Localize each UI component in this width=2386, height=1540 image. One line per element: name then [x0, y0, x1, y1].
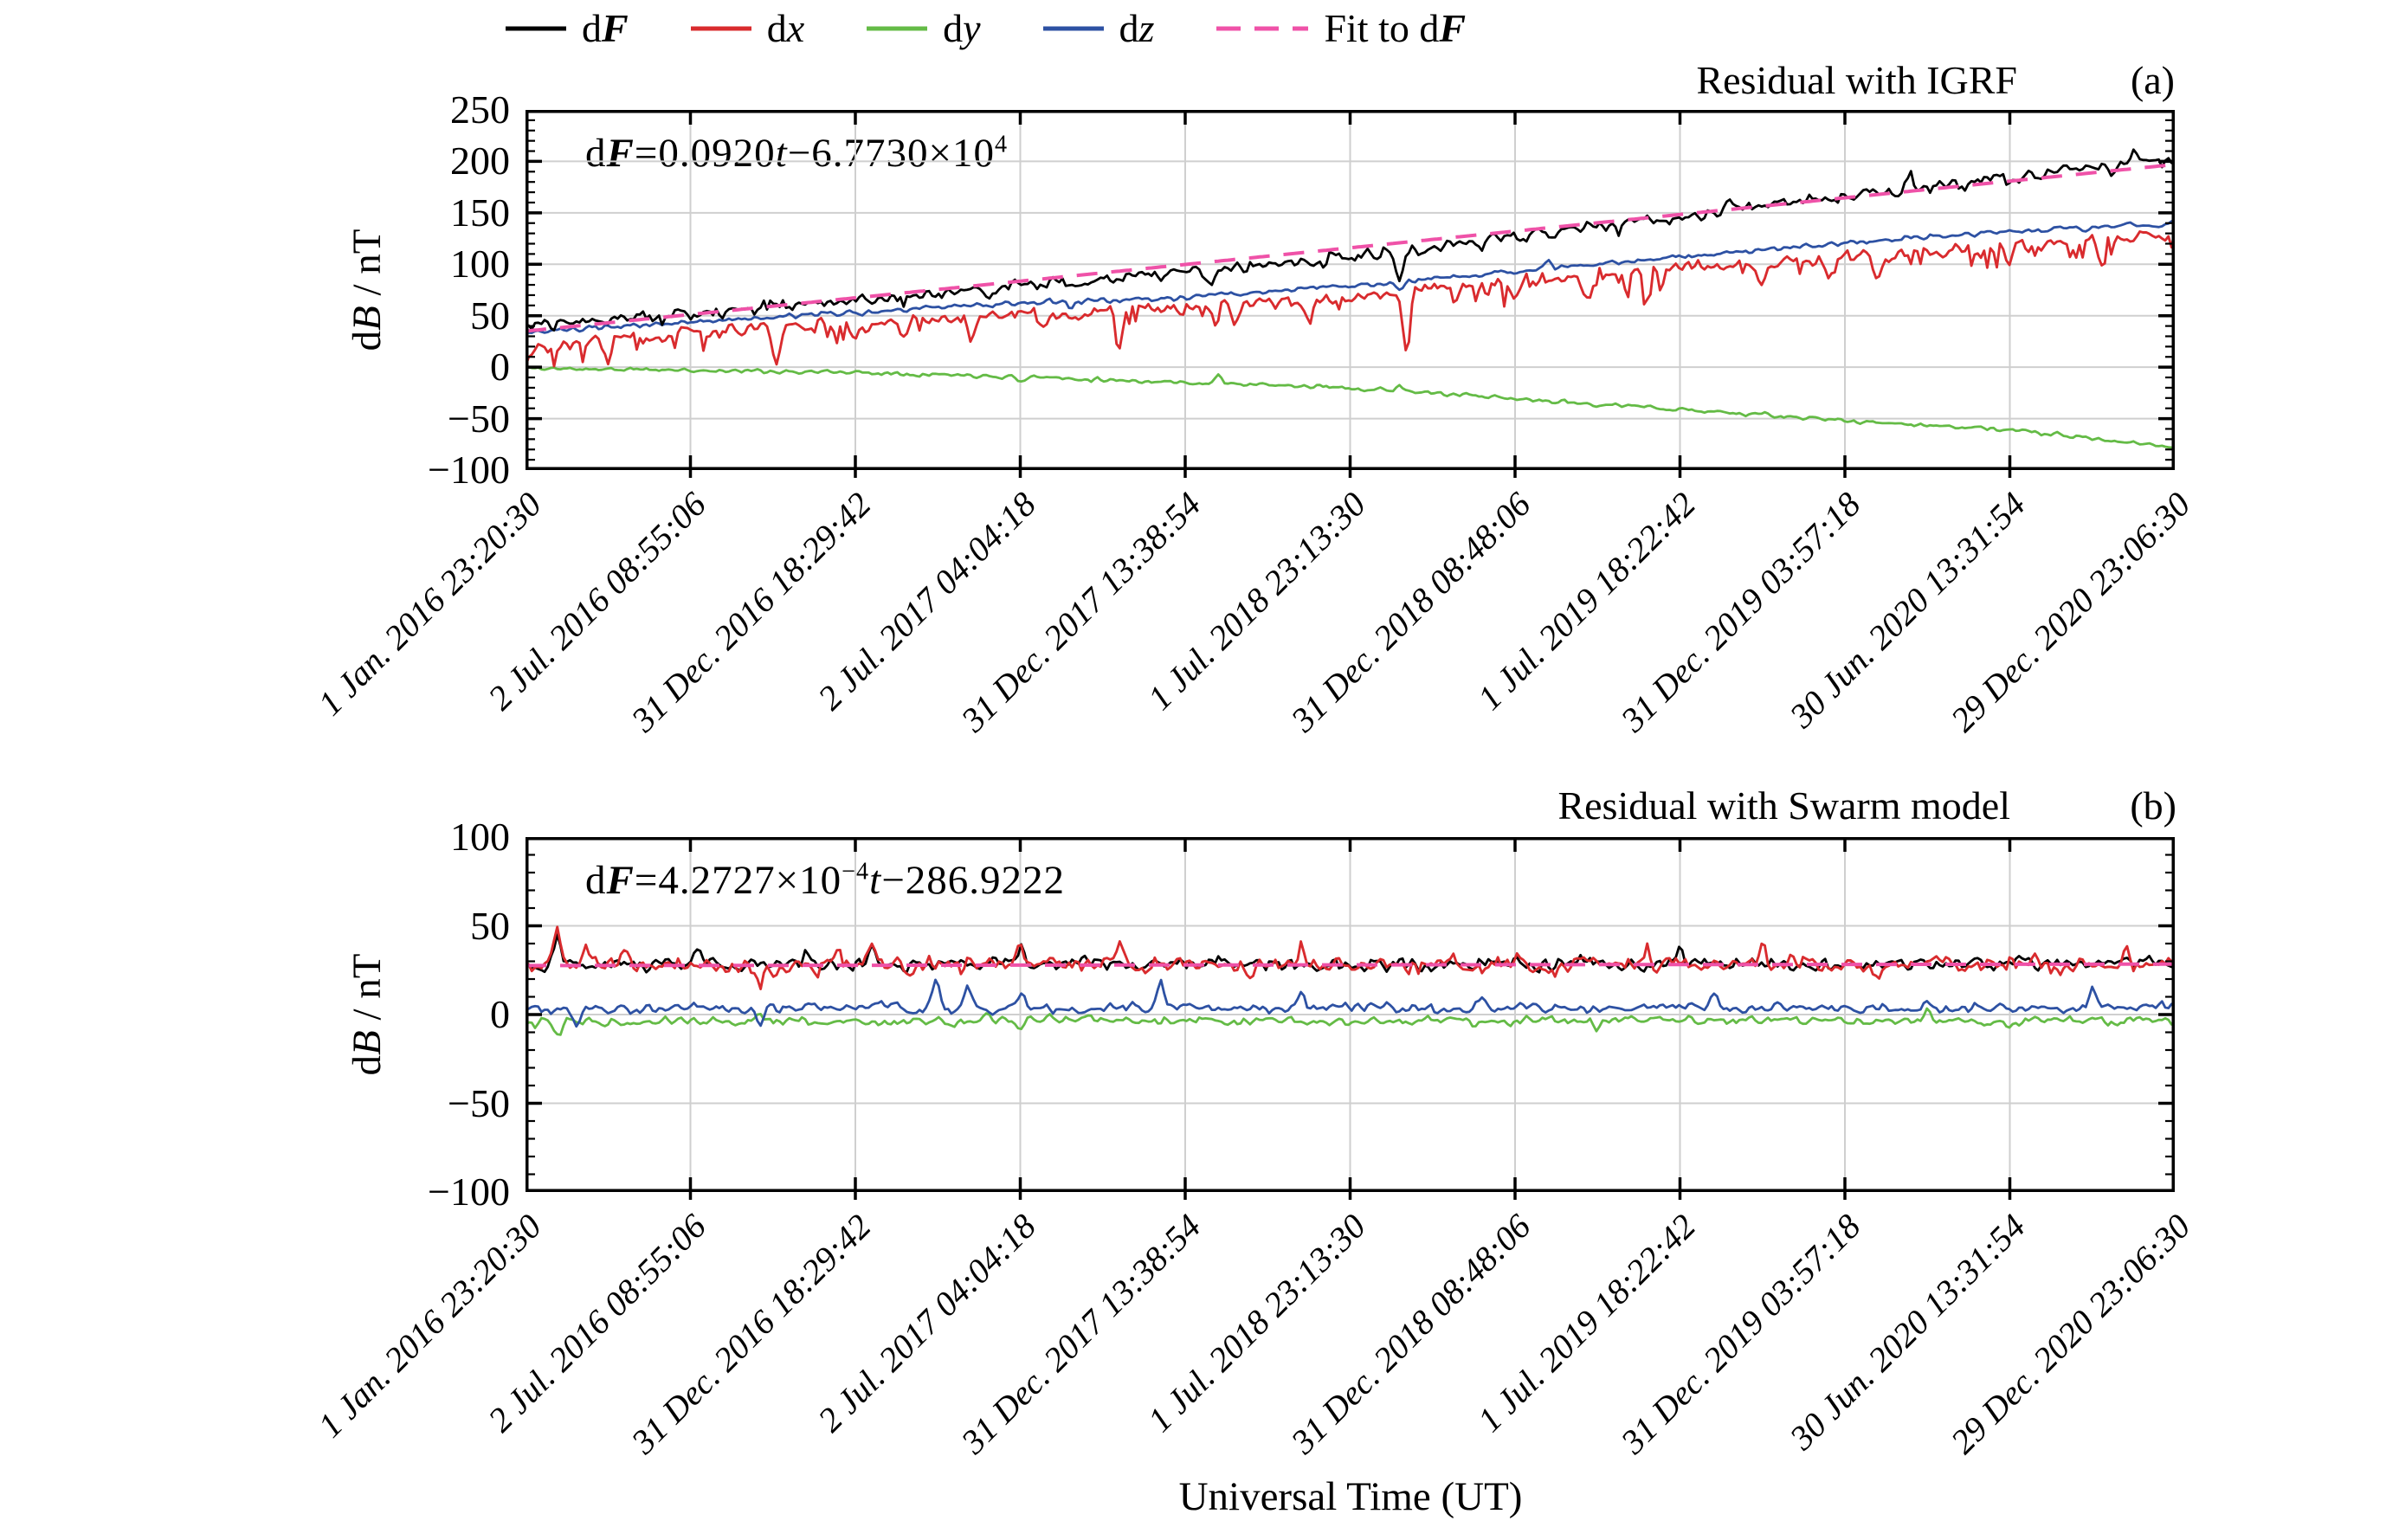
legend: dF dx dy dz Fit to dF: [504, 5, 1466, 51]
y-tick-label-a-150: 150: [450, 190, 510, 235]
legend-line-sample-dz: [1042, 26, 1104, 30]
series-dx-panel-b: [527, 925, 2173, 990]
legend-line-sample-fit-dF: [1216, 26, 1309, 30]
y-tick-label-b-50: 50: [470, 903, 510, 948]
legend-item-dy: dy: [865, 5, 981, 51]
y-axis-title-a: dB / nT: [345, 229, 390, 351]
y-tick-label-a-200: 200: [450, 139, 510, 184]
y-tick-label-a-100: 100: [450, 242, 510, 287]
x-axis-title: Universal Time (UT): [1178, 1474, 1523, 1519]
legend-line-sample-dF: [506, 26, 566, 30]
legend-label-dF: dF: [582, 6, 629, 50]
series-dF-panel-a: [527, 148, 2173, 332]
legend-label-dy: dy: [943, 6, 981, 50]
legend-label-dz: dz: [1119, 6, 1155, 50]
chart-panel-a: [526, 110, 2175, 478]
legend-item-dx: dx: [689, 5, 804, 51]
legend-line-sample-dy: [867, 26, 928, 30]
chart-panel-b: [526, 837, 2175, 1200]
legend-item-fit-dF: Fit to dF: [1215, 5, 1466, 51]
series-dy-panel-a: [527, 365, 2173, 449]
legend-line-sample-dx: [690, 26, 751, 30]
legend-item-dF: dF: [504, 5, 629, 51]
series-dz-panel-b: [527, 978, 2173, 1028]
y-tick-label-a--50: −50: [448, 396, 510, 441]
y-axis-title-b: dB / nT: [345, 953, 390, 1076]
panel-b-title: Residual with Swarm model: [1557, 783, 2010, 828]
panel-a-formula: dF=0.0920t−6.7730×104: [585, 131, 1009, 176]
y-tick-label-b-100: 100: [450, 815, 510, 859]
panel-a-label: (a): [2130, 58, 2175, 102]
y-tick-label-a-50: 50: [470, 293, 510, 338]
legend-label-fit-dF: Fit to dF: [1324, 6, 1467, 50]
series-dy-panel-b: [527, 1007, 2173, 1036]
legend-label-dx: dx: [766, 6, 805, 50]
legend-item-dz: dz: [1041, 5, 1155, 51]
y-tick-label-a--100: −100: [428, 448, 510, 492]
y-tick-label-b--100: −100: [428, 1169, 510, 1214]
y-tick-label-a-250: 250: [450, 87, 510, 132]
series-dz-panel-a: [527, 219, 2173, 334]
y-tick-label-b--50: −50: [448, 1080, 510, 1125]
series-dx-panel-a: [527, 230, 2173, 368]
panel-b-label: (b): [2130, 783, 2176, 828]
panel-a-title: Residual with IGRF: [1696, 58, 2017, 102]
y-tick-label-a-0: 0: [490, 345, 510, 390]
panel-b-formula: dF=4.2727×10−4t−286.9222: [585, 858, 1065, 903]
y-tick-label-b-0: 0: [490, 992, 510, 1036]
